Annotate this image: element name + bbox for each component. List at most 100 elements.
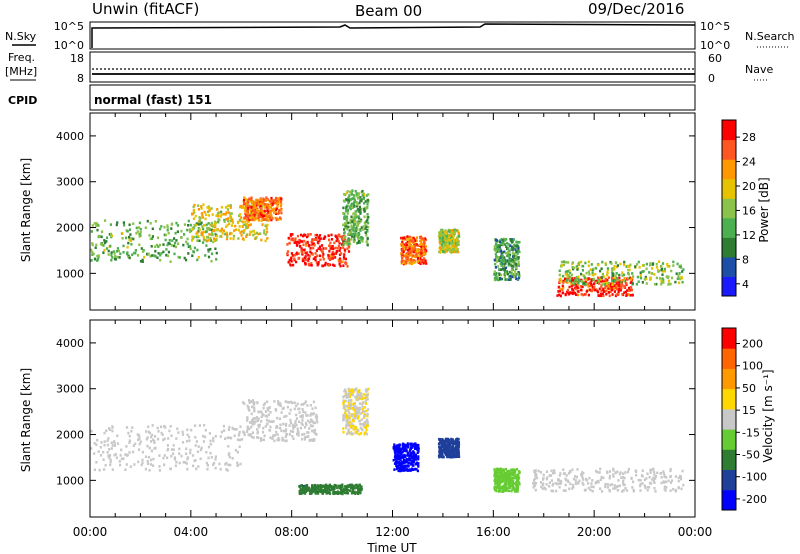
data-cell xyxy=(224,232,227,236)
data-cell xyxy=(587,264,590,268)
data-cell xyxy=(415,239,418,243)
data-cell xyxy=(584,293,587,296)
data-cell xyxy=(293,241,296,244)
y-tick-label: 1000 xyxy=(56,267,84,280)
data-cell xyxy=(197,204,200,207)
data-cell xyxy=(227,463,230,467)
data-cell xyxy=(131,253,134,256)
data-cell xyxy=(130,237,133,240)
data-cell xyxy=(365,234,368,237)
data-cell xyxy=(204,435,207,439)
data-cell xyxy=(414,250,417,254)
data-cell xyxy=(498,250,501,253)
data-cell xyxy=(185,447,188,450)
data-cell xyxy=(319,484,322,487)
data-cell xyxy=(493,487,496,490)
data-cell xyxy=(138,437,141,441)
data-cell xyxy=(274,211,277,214)
data-cell xyxy=(291,233,294,236)
data-cell xyxy=(305,486,308,490)
data-cell xyxy=(176,427,179,431)
data-cell xyxy=(504,474,507,478)
data-cell xyxy=(257,436,260,439)
data-cell xyxy=(585,271,588,275)
data-cell xyxy=(588,273,591,276)
data-cell xyxy=(304,421,307,425)
data-cell xyxy=(342,212,345,215)
data-cell xyxy=(613,284,616,287)
data-cell xyxy=(346,190,349,193)
data-cell xyxy=(163,225,166,229)
data-cell xyxy=(168,239,171,242)
data-cell xyxy=(259,232,262,235)
data-cell xyxy=(513,273,516,276)
data-cell xyxy=(442,445,445,449)
data-cell xyxy=(317,262,320,266)
data-cell xyxy=(517,477,520,481)
data-cell xyxy=(414,242,417,245)
data-cell xyxy=(353,426,356,430)
data-cell xyxy=(202,434,205,438)
data-cell xyxy=(218,462,221,466)
data-cell xyxy=(351,490,354,494)
data-cell xyxy=(613,265,616,268)
data-cell xyxy=(219,435,222,438)
data-cell xyxy=(219,215,222,218)
data-cell xyxy=(167,254,170,258)
data-cell xyxy=(494,481,497,485)
data-cell xyxy=(449,444,452,448)
data-cell xyxy=(121,237,124,240)
data-cell xyxy=(141,458,144,462)
data-cell xyxy=(330,233,333,237)
data-cell xyxy=(552,471,555,475)
data-cell xyxy=(209,247,212,251)
data-cell xyxy=(292,263,295,267)
data-cell xyxy=(113,453,116,457)
data-cell xyxy=(253,406,256,410)
data-cell xyxy=(354,484,357,487)
data-cell xyxy=(419,262,422,266)
data-cell xyxy=(110,447,113,450)
data-cell xyxy=(676,277,679,280)
data-cell xyxy=(285,422,288,426)
data-cell xyxy=(191,228,194,231)
data-cell xyxy=(451,452,454,456)
data-cell xyxy=(503,243,506,246)
data-cell xyxy=(364,388,367,392)
scatter-blob xyxy=(342,387,370,436)
data-cell xyxy=(662,481,666,484)
data-cell xyxy=(496,469,499,472)
data-cell xyxy=(304,234,307,237)
data-cell xyxy=(361,402,364,406)
data-cell xyxy=(568,275,571,279)
data-cell xyxy=(344,388,347,392)
data-cell xyxy=(349,393,352,396)
data-cell xyxy=(239,462,242,466)
data-cell xyxy=(196,248,199,252)
data-cell xyxy=(151,424,154,427)
data-cell xyxy=(679,277,682,281)
data-cell xyxy=(206,206,209,209)
data-cell xyxy=(424,237,427,240)
data-cell xyxy=(114,453,117,456)
data-cell xyxy=(594,266,598,270)
y-tick-label: 3000 xyxy=(56,383,84,396)
data-cell xyxy=(397,450,401,453)
data-cell xyxy=(412,250,415,254)
data-cell xyxy=(200,212,203,215)
data-cell xyxy=(154,249,157,253)
data-cell xyxy=(631,277,634,281)
data-cell xyxy=(674,475,677,478)
data-cell xyxy=(338,486,341,490)
data-cell xyxy=(162,456,165,460)
data-cell xyxy=(173,237,176,240)
data-cell xyxy=(599,478,602,481)
data-cell xyxy=(564,277,567,281)
data-cell xyxy=(188,244,192,248)
data-cell xyxy=(270,214,273,217)
data-cell xyxy=(173,458,177,461)
data-cell xyxy=(407,245,410,249)
data-cell xyxy=(307,244,311,248)
data-cell xyxy=(301,486,304,490)
data-cell xyxy=(120,448,123,452)
